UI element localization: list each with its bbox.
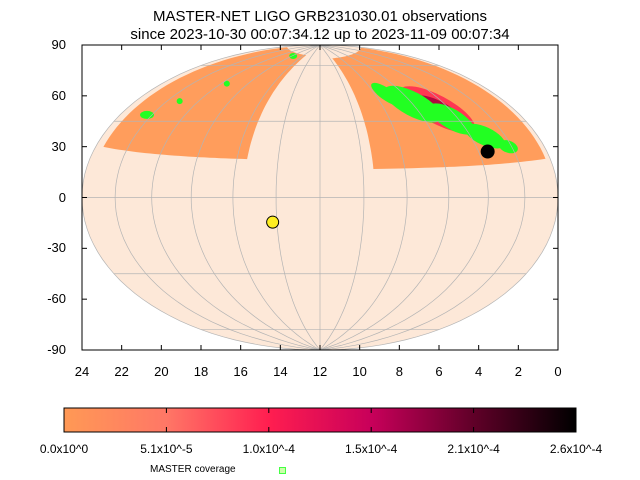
colorbar-tick-label: 0.0x10^0 [39, 442, 89, 456]
colorbar-tick-label: 2.1x10^-4 [447, 442, 500, 456]
x-tick-label: 0 [554, 364, 562, 379]
coverage-patch [464, 123, 505, 149]
colorbar-rect [63, 407, 577, 433]
coverage-patch [428, 103, 475, 135]
x-tick-label: 6 [435, 364, 443, 379]
legend-swatch [279, 467, 286, 474]
y-tick-label: -30 [47, 240, 66, 256]
probability-region-secondary [103, 47, 307, 160]
legend-label: MASTER coverage [150, 464, 236, 475]
x-tick-label: 12 [312, 364, 328, 379]
coverage-patch [371, 82, 402, 106]
y-tick-label: -60 [47, 291, 66, 307]
y-tick-label: 30 [51, 138, 66, 154]
y-tick-label: 90 [51, 37, 66, 52]
x-tick-label: 22 [114, 364, 129, 379]
sky-map [81, 44, 559, 351]
y-tick-label: 0 [58, 189, 66, 205]
moon-marker [480, 144, 495, 159]
x-tick-label: 14 [273, 364, 288, 379]
axis-tick-marks [81, 44, 559, 351]
chart-title: MASTER-NET LIGO GRB231030.01 observation… [152, 8, 488, 25]
colorbar-tick-label: 1.0x10^-4 [242, 442, 295, 456]
x-tick-label: 8 [395, 364, 403, 379]
y-tick-label: 60 [51, 87, 66, 103]
x-tick-label: 2 [514, 364, 522, 379]
x-tick-label: 10 [352, 364, 367, 379]
coverage-patch [176, 98, 183, 105]
colorbar-tick-label: 2.6x10^-4 [549, 442, 603, 456]
chart-subtitle: since 2023-10-30 00:07:34.12 up to 2023-… [130, 26, 510, 43]
sun-marker [266, 215, 280, 229]
x-tick-label: 20 [154, 364, 169, 379]
colorbar [63, 407, 577, 433]
colorbar-tick-label: 1.5x10^-4 [345, 442, 398, 456]
coverage-patch [223, 80, 230, 87]
x-tick-label: 18 [193, 364, 209, 379]
colorbar-tick-label: 5.1x10^-5 [140, 442, 193, 456]
x-tick-label: 4 [475, 364, 483, 379]
y-tick-label: -90 [47, 342, 66, 357]
x-tick-label: 24 [74, 364, 90, 379]
x-tick-label: 16 [233, 364, 248, 379]
